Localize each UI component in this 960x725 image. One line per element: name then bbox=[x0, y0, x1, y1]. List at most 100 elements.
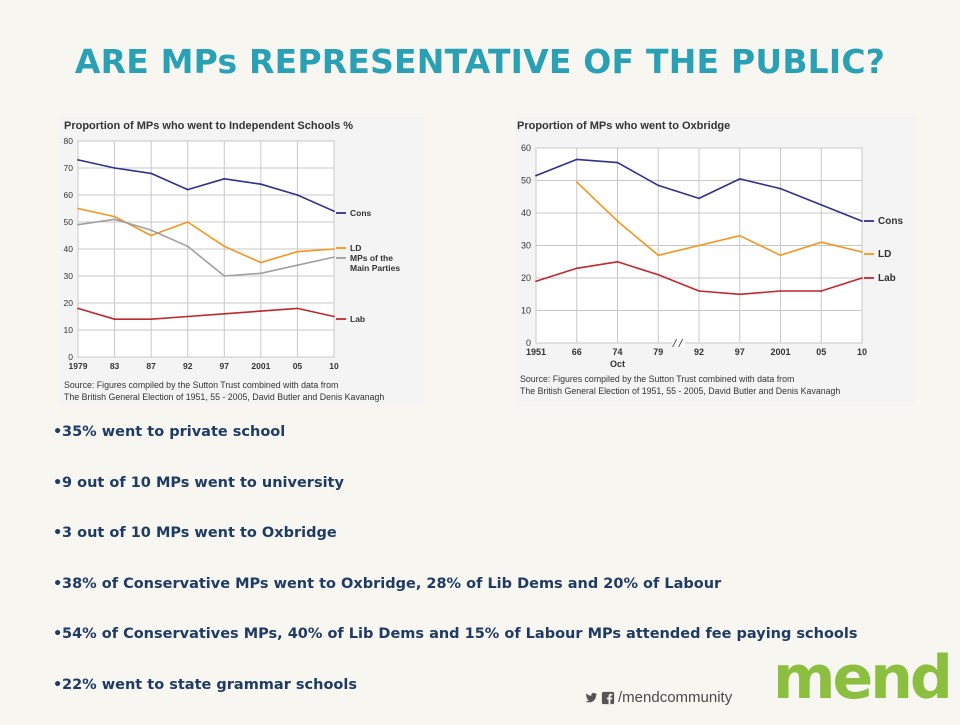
mend-logo: mend bbox=[773, 648, 950, 708]
x-tick-label: 74 bbox=[612, 347, 622, 357]
data-point bbox=[333, 316, 335, 318]
data-point bbox=[698, 290, 700, 292]
data-point bbox=[617, 261, 619, 263]
fact-text: 54% of Conservatives MPs, 40% of Lib Dem… bbox=[62, 626, 857, 642]
social-handle[interactable]: /mendcommunity bbox=[584, 689, 732, 706]
bullet-dot: • bbox=[53, 574, 62, 594]
chart-source-line: Source: Figures compiled by the Sutton T… bbox=[64, 380, 384, 392]
data-point bbox=[150, 318, 152, 320]
y-tick-label: 50 bbox=[64, 217, 74, 227]
legend-label: Cons bbox=[350, 208, 372, 218]
fact-item: •35% went to private school bbox=[53, 422, 857, 473]
data-point bbox=[297, 194, 299, 196]
fact-item: •22% went to state grammar schools bbox=[53, 675, 857, 725]
data-point bbox=[820, 241, 822, 243]
legend-label: Lab bbox=[878, 273, 896, 284]
chart-source-line: The British General Election of 1951, 55… bbox=[520, 386, 840, 398]
fact-item: •3 out of 10 MPs went to Oxbridge bbox=[53, 523, 857, 574]
chart-source: Source: Figures compiled by the Sutton T… bbox=[520, 374, 840, 397]
data-point bbox=[576, 158, 578, 160]
data-point bbox=[150, 229, 152, 231]
bullet-dot: • bbox=[53, 422, 62, 442]
x-tick-label: 83 bbox=[110, 361, 120, 371]
data-point bbox=[820, 204, 822, 206]
independent-schools-chart: Proportion of MPs who went to Independen… bbox=[60, 117, 424, 404]
y-tick-label: 60 bbox=[521, 143, 531, 153]
x-tick-label: 1979 bbox=[69, 361, 88, 371]
y-tick-label: 60 bbox=[64, 190, 74, 200]
data-point bbox=[150, 173, 152, 175]
y-tick-label: 20 bbox=[64, 298, 74, 308]
data-point bbox=[657, 274, 659, 276]
data-point bbox=[780, 254, 782, 256]
data-point bbox=[739, 178, 741, 180]
x-tick-label: 92 bbox=[694, 347, 704, 357]
x-tick-label: 2001 bbox=[251, 361, 270, 371]
bullet-dot: • bbox=[53, 675, 62, 695]
chart-source-line: Source: Figures compiled by the Sutton T… bbox=[520, 374, 840, 386]
fact-item: •9 out of 10 MPs went to university bbox=[53, 473, 857, 524]
data-point bbox=[260, 183, 262, 185]
y-tick-label: 30 bbox=[64, 271, 74, 281]
x-tick-sublabel: Oct bbox=[610, 359, 625, 369]
bullet-dot: • bbox=[53, 523, 62, 543]
legend-label: LD bbox=[350, 243, 361, 253]
y-tick-label: 40 bbox=[64, 244, 74, 254]
fact-text: 9 out of 10 MPs went to university bbox=[62, 475, 344, 491]
data-point bbox=[223, 245, 225, 247]
data-point bbox=[780, 290, 782, 292]
x-tick-label: 05 bbox=[816, 347, 826, 357]
data-point bbox=[780, 188, 782, 190]
x-tick-label: 10 bbox=[857, 347, 867, 357]
legend-label: LD bbox=[878, 249, 891, 260]
x-tick-label: 97 bbox=[220, 361, 230, 371]
data-point bbox=[698, 245, 700, 247]
chart-source-line: The British General Election of 1951, 55… bbox=[64, 392, 384, 404]
x-tick-label: 10 bbox=[329, 361, 339, 371]
fact-item: •38% of Conservative MPs went to Oxbridg… bbox=[53, 574, 857, 625]
data-point bbox=[820, 290, 822, 292]
data-point bbox=[260, 272, 262, 274]
data-point bbox=[657, 254, 659, 256]
data-point bbox=[187, 221, 189, 223]
data-point bbox=[333, 256, 335, 258]
data-point bbox=[77, 159, 79, 161]
y-tick-label: 20 bbox=[521, 273, 531, 283]
data-point bbox=[223, 313, 225, 315]
data-point bbox=[657, 184, 659, 186]
data-point bbox=[333, 210, 335, 212]
bullet-dot: • bbox=[53, 624, 62, 644]
data-point bbox=[187, 245, 189, 247]
y-tick-label: 70 bbox=[64, 163, 74, 173]
data-point bbox=[535, 280, 537, 282]
fact-text: 3 out of 10 MPs went to Oxbridge bbox=[62, 525, 337, 541]
twitter-icon[interactable] bbox=[584, 691, 598, 705]
data-point bbox=[861, 251, 863, 253]
fact-item: •54% of Conservatives MPs, 40% of Lib De… bbox=[53, 624, 857, 675]
social-handle-text[interactable]: /mendcommunity bbox=[618, 689, 732, 706]
data-point bbox=[861, 277, 863, 279]
fact-text: 38% of Conservative MPs went to Oxbridge… bbox=[62, 576, 721, 592]
data-point bbox=[617, 162, 619, 164]
data-point bbox=[114, 218, 116, 220]
x-tick-label: 05 bbox=[293, 361, 303, 371]
y-tick-label: 80 bbox=[64, 136, 74, 146]
data-point bbox=[260, 262, 262, 264]
oxbridge-chart: Proportion of MPs who went to Oxbridge 0… bbox=[515, 117, 915, 402]
data-point bbox=[617, 220, 619, 222]
data-point bbox=[698, 197, 700, 199]
fact-list: •35% went to private school •9 out of 10… bbox=[53, 422, 857, 725]
legend-label: Lab bbox=[350, 314, 365, 324]
x-tick-label: 79 bbox=[653, 347, 663, 357]
data-point bbox=[333, 248, 335, 250]
data-point bbox=[77, 208, 79, 210]
y-tick-label: 10 bbox=[64, 325, 74, 335]
data-point bbox=[150, 235, 152, 237]
facebook-icon[interactable] bbox=[601, 691, 615, 705]
data-point bbox=[114, 167, 116, 169]
data-point bbox=[535, 175, 537, 177]
x-tick-label: 92 bbox=[183, 361, 193, 371]
legend-label: Cons bbox=[878, 216, 903, 227]
